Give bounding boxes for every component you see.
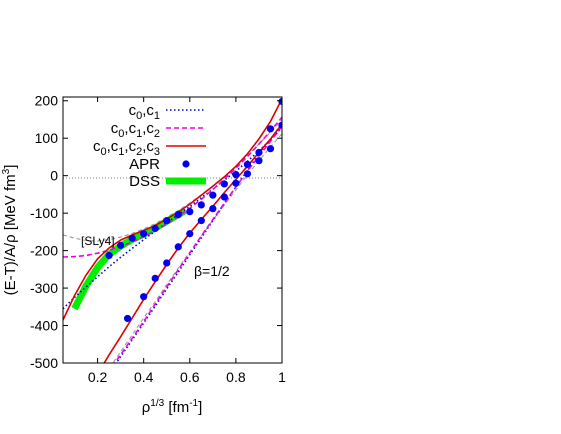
annotation-beta: β=1/2 bbox=[194, 263, 230, 279]
legend-entry-dss: DSS bbox=[129, 173, 206, 190]
x-tick-label: 0.2 bbox=[88, 369, 108, 385]
apr-point bbox=[255, 157, 263, 165]
plot-frame bbox=[62, 96, 283, 364]
legend-entry-c0-c1-c2-c3: c0,c1,c2,c3 bbox=[93, 138, 206, 158]
x-axis-title-exp: 1/3 bbox=[150, 398, 164, 409]
y-tick-label: 100 bbox=[35, 130, 59, 146]
apr-point bbox=[243, 170, 252, 178]
apr-point bbox=[174, 211, 182, 219]
legend-label: c0,c1 bbox=[129, 102, 160, 122]
x-axis-title-unit: [fm bbox=[164, 399, 189, 416]
apr-point bbox=[278, 121, 282, 129]
apr-point bbox=[117, 241, 125, 249]
apr-point bbox=[232, 170, 240, 179]
apr-point bbox=[243, 160, 252, 169]
apr-point bbox=[151, 224, 159, 233]
series-sly4-curve-2 bbox=[112, 133, 282, 363]
x-tick-label: 0.4 bbox=[134, 369, 154, 385]
legend-entry-c0-c1: c0,c1 bbox=[129, 102, 206, 122]
annotation-sly4: [SLy4] bbox=[81, 234, 115, 248]
legend-label: c0,c1,c2 bbox=[111, 120, 160, 140]
ticks-layer: 0.2 0.4 0.6 0.8 1 -500 -400 -300 -200 -100 0 100 200 bbox=[30, 93, 286, 385]
legend-entry-apr: APR bbox=[129, 156, 190, 173]
apr-point bbox=[232, 179, 240, 187]
apr-point bbox=[186, 208, 194, 216]
apr-point bbox=[140, 230, 148, 238]
y-tick-label: -100 bbox=[30, 205, 58, 221]
apr-point bbox=[209, 191, 217, 199]
series-c0-c1-c2-curve-2 bbox=[113, 125, 282, 363]
apr-point bbox=[220, 180, 228, 188]
series-c0-c1-c2 bbox=[63, 116, 282, 363]
apr-point bbox=[105, 251, 113, 260]
series-sly4 bbox=[63, 119, 282, 363]
apr-point bbox=[220, 193, 228, 201]
legend-label: APR bbox=[129, 156, 160, 173]
apr-point bbox=[197, 201, 205, 209]
apr-point bbox=[197, 217, 205, 225]
legend-marker bbox=[182, 160, 190, 168]
apr-point bbox=[163, 259, 171, 267]
legend-label: c0,c1,c2,c3 bbox=[93, 138, 160, 158]
x-axis-title: ρ1/3 [fm-1] bbox=[142, 398, 203, 416]
x-axis-title-base: ρ bbox=[142, 399, 151, 416]
y-tick-label: -500 bbox=[30, 355, 58, 371]
series-layer bbox=[63, 97, 282, 363]
apr-point bbox=[128, 234, 136, 242]
apr-point bbox=[255, 148, 263, 157]
legend-entry-c0-c1-c2: c0,c1,c2 bbox=[111, 120, 206, 140]
y-tick-label: -200 bbox=[30, 243, 58, 259]
x-axis-title-unit-exp: -1 bbox=[189, 398, 198, 409]
y-tick-label: -300 bbox=[30, 280, 58, 296]
apr-point bbox=[266, 125, 275, 133]
y-tick-label: 0 bbox=[50, 168, 58, 184]
legend-label: DSS bbox=[129, 173, 160, 190]
apr-point bbox=[278, 97, 282, 106]
apr-point bbox=[174, 243, 182, 251]
series-apr bbox=[105, 97, 282, 323]
apr-point bbox=[266, 145, 275, 153]
apr-point bbox=[151, 274, 159, 282]
series-sly4-curve-1 bbox=[63, 119, 282, 242]
x-tick-label: 0.6 bbox=[180, 369, 200, 385]
x-axis-title-close: ] bbox=[198, 399, 202, 416]
y-axis-title: (E-T)/A/ρ [MeV fm3] bbox=[1, 165, 19, 296]
y-axis-title-exp: 3 bbox=[1, 168, 12, 174]
apr-point bbox=[163, 217, 171, 225]
series-dss-curve-1 bbox=[71, 207, 187, 311]
x-tick-label: 0.8 bbox=[226, 369, 246, 385]
series-c0-c1-c2-c3-curve-1 bbox=[63, 98, 282, 321]
y-tick-label: -400 bbox=[30, 318, 58, 334]
x-tick-label: 1 bbox=[278, 369, 286, 385]
series-c0-c1-c2-curve-1 bbox=[63, 116, 282, 258]
apr-point bbox=[209, 205, 217, 213]
apr-point bbox=[186, 230, 194, 238]
series-c0-c1-curve-2 bbox=[115, 123, 282, 363]
y-axis-title-close: ] bbox=[2, 165, 19, 169]
apr-point bbox=[140, 293, 148, 301]
y-tick-label: 200 bbox=[35, 93, 59, 109]
y-axis-title-base: (E-T)/A/ρ [MeV fm bbox=[2, 174, 19, 295]
apr-point bbox=[123, 314, 132, 323]
series-dss bbox=[71, 207, 187, 311]
